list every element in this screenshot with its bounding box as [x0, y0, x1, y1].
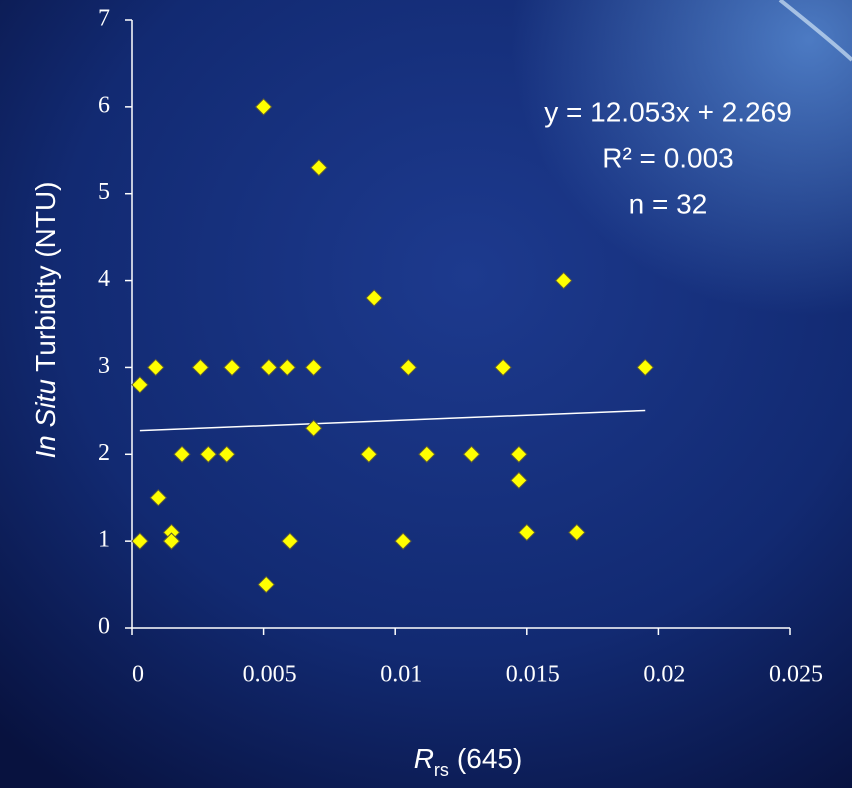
y-tick-label: 0 [98, 614, 110, 640]
y-tick-label: 6 [98, 92, 110, 118]
chart: 0 1 2 3 4 5 6 7 0 0.005 0.01 0.015 0.02 0.025 y = 12.… [0, 0, 852, 788]
y-label-italic: In Situ [30, 379, 61, 459]
x-tick-label: 0.02 [643, 662, 685, 688]
x-label-symbol: R [414, 743, 434, 774]
r-squared: R² = 0.003 [602, 142, 734, 173]
equation: y = 12.053x + 2.269 [544, 96, 792, 127]
y-tick-label: 2 [98, 440, 110, 466]
y-tick-label: 1 [98, 527, 110, 553]
x-tick-label: 0 [132, 662, 144, 688]
y-tick-label: 4 [98, 266, 110, 292]
y-axis-label: In Situ Turbidity (NTU) [30, 182, 61, 459]
y-tick-label: 3 [98, 353, 110, 379]
x-tick-label: 0.01 [380, 662, 422, 688]
x-tick-label: 0.015 [506, 662, 560, 688]
y-label-rest: Turbidity (NTU) [30, 182, 61, 372]
x-tick-label: 0.025 [769, 662, 823, 688]
x-label-subscript: rs [434, 760, 449, 780]
y-tick-label: 7 [98, 6, 110, 32]
sample-count: n = 32 [629, 188, 708, 219]
x-label-rest: (645) [457, 743, 522, 774]
x-tick-label: 0.005 [243, 662, 297, 688]
y-tick-label: 5 [98, 179, 110, 205]
